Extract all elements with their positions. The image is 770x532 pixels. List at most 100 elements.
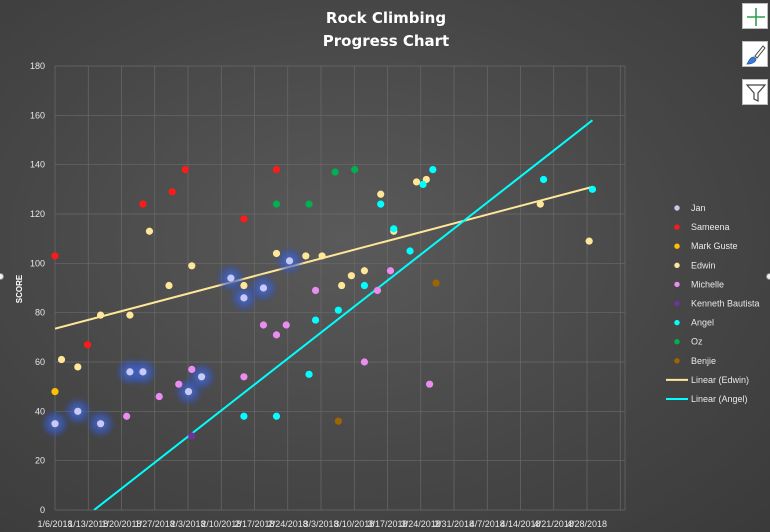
data-point[interactable]	[318, 252, 326, 260]
data-point[interactable]	[259, 321, 268, 329]
data-point[interactable]	[139, 368, 147, 376]
data-point[interactable]	[305, 370, 313, 378]
data-point[interactable]	[311, 286, 320, 295]
data-point[interactable]	[240, 412, 248, 420]
x-tick-label: 3/3/2018	[303, 519, 338, 529]
data-point[interactable]	[165, 281, 173, 290]
x-tick-label: 3/17/2018	[367, 519, 407, 529]
legend-marker	[674, 358, 680, 364]
data-point[interactable]	[377, 190, 385, 198]
data-point[interactable]	[432, 279, 440, 287]
data-point[interactable]	[282, 321, 290, 329]
legend-label: Jan	[691, 203, 706, 213]
data-point[interactable]	[240, 373, 248, 381]
data-point[interactable]	[240, 281, 248, 290]
data-point[interactable]	[188, 365, 196, 373]
data-point[interactable]	[425, 380, 434, 388]
data-point[interactable]	[188, 262, 196, 270]
data-point[interactable]	[302, 252, 310, 260]
chart-title-line-2: Progress Chart	[323, 32, 449, 50]
data-point[interactable]	[419, 180, 427, 188]
data-point[interactable]	[57, 355, 66, 364]
legend-marker	[674, 319, 680, 326]
x-tick-label: 4/14/2018	[500, 519, 540, 529]
data-point[interactable]	[536, 200, 544, 208]
data-point[interactable]	[311, 316, 320, 324]
data-point[interactable]	[360, 358, 369, 366]
data-point[interactable]	[74, 407, 82, 415]
data-point[interactable]	[155, 392, 163, 401]
data-point[interactable]	[285, 257, 294, 265]
data-point[interactable]	[412, 178, 421, 186]
data-point[interactable]	[181, 166, 189, 174]
data-point[interactable]	[168, 188, 176, 196]
data-point[interactable]	[126, 311, 134, 319]
data-point[interactable]	[338, 281, 346, 290]
y-tick-label: 80	[35, 308, 45, 318]
data-point[interactable]	[97, 311, 105, 319]
data-point[interactable]	[259, 284, 268, 292]
y-axis: 0 20 40 60 80 100 120 140 160 180	[30, 61, 45, 515]
data-point[interactable]	[51, 388, 59, 396]
data-point[interactable]	[74, 363, 82, 371]
x-tick-label: 3/31/2018	[434, 519, 474, 529]
x-tick-label: 4/21/2018	[534, 519, 574, 529]
data-point[interactable]	[331, 168, 339, 176]
data-point[interactable]	[145, 227, 154, 235]
data-point[interactable]	[305, 200, 313, 208]
data-point[interactable]	[390, 225, 398, 233]
x-tick-label: 2/3/2018	[170, 519, 205, 529]
data-point[interactable]	[51, 420, 59, 428]
chart-elements-button[interactable]	[742, 3, 768, 29]
data-point[interactable]	[97, 420, 105, 428]
x-tick-label: 4/7/2018	[470, 519, 505, 529]
data-point[interactable]	[175, 380, 183, 388]
resize-handle-left[interactable]	[0, 273, 4, 280]
data-point[interactable]	[377, 200, 385, 208]
legend-marker	[674, 300, 680, 307]
data-point[interactable]	[429, 166, 437, 174]
data-point[interactable]	[334, 417, 342, 425]
legend-marker	[674, 224, 680, 230]
data-point[interactable]	[139, 200, 147, 208]
data-point[interactable]	[351, 166, 359, 174]
data-point[interactable]	[272, 331, 281, 339]
legend-label: Angel	[691, 318, 714, 328]
data-point[interactable]	[240, 294, 248, 302]
chart-filters-button[interactable]	[742, 79, 768, 105]
trendline[interactable]	[93, 119, 594, 510]
data-point[interactable]	[197, 373, 206, 381]
data-point[interactable]	[539, 175, 548, 184]
y-tick-label: 0	[40, 505, 45, 515]
data-point[interactable]	[347, 272, 355, 280]
data-point[interactable]	[51, 252, 59, 260]
data-point[interactable]	[227, 274, 235, 282]
data-point[interactable]	[360, 281, 369, 290]
data-point[interactable]	[406, 247, 414, 255]
data-points	[51, 166, 597, 440]
data-point[interactable]	[272, 249, 281, 258]
data-point[interactable]	[240, 215, 248, 223]
y-tick-label: 20	[35, 456, 45, 466]
data-point[interactable]	[585, 237, 593, 245]
data-point[interactable]	[83, 341, 92, 349]
data-point[interactable]	[588, 185, 597, 193]
trendlines	[55, 119, 594, 510]
data-point[interactable]	[373, 286, 382, 295]
data-point[interactable]	[386, 267, 395, 275]
data-point[interactable]	[126, 368, 134, 376]
data-point[interactable]	[272, 412, 281, 420]
data-point[interactable]	[184, 388, 193, 396]
data-point[interactable]	[272, 200, 281, 208]
legend[interactable]: Jan Sameena Mark Guste Edwin Michelle Kenneth…	[666, 203, 760, 404]
data-point[interactable]	[123, 412, 131, 420]
y-tick-label: 60	[35, 357, 45, 367]
data-point[interactable]	[360, 267, 369, 275]
paintbrush-icon	[746, 45, 766, 65]
data-point[interactable]	[272, 166, 281, 174]
resize-handle-right[interactable]	[766, 273, 770, 280]
chart-styles-button[interactable]	[742, 41, 768, 67]
data-point[interactable]	[334, 306, 342, 314]
data-point[interactable]	[188, 432, 196, 440]
